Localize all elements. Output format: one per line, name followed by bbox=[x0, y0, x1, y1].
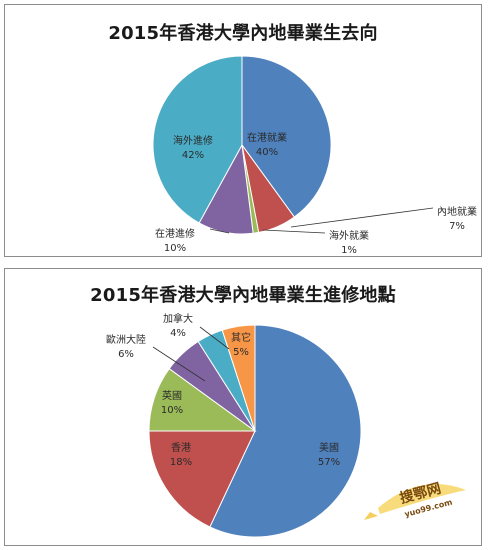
slice-label: 內地就業 bbox=[437, 205, 477, 218]
slice-label: 加拿大 bbox=[163, 312, 193, 325]
slice-value-label: 57% bbox=[318, 457, 340, 468]
slice-value-label: 1% bbox=[341, 245, 357, 256]
pie-slice bbox=[152, 55, 243, 224]
chart-title: 2015年香港大學內地畢業生去向 bbox=[108, 23, 378, 44]
slice-label: 美國 bbox=[319, 441, 339, 454]
slice-value-label: 10% bbox=[161, 405, 183, 416]
pie-slice bbox=[241, 55, 332, 218]
chart-title: 2015年香港大學內地畢業生進修地點 bbox=[90, 285, 396, 306]
slice-label: 海外進修 bbox=[173, 134, 213, 147]
leader-line bbox=[209, 228, 230, 234]
chart-panel-destinations: 2015年香港大學內地畢業生去向 在港就業 40% 內地就業 7% 海外就業 1% 在港進修… bbox=[4, 4, 482, 257]
slice-value-label: 5% bbox=[233, 347, 249, 358]
watermark-logo: 搜鄂网 yuo99.com bbox=[364, 480, 466, 520]
slice-value-label: 42% bbox=[182, 150, 204, 161]
slice-label: 歐洲大陸 bbox=[106, 333, 146, 346]
slice-label: 海外就業 bbox=[329, 229, 369, 242]
pie-slice bbox=[221, 324, 256, 432]
slice-value-label: 10% bbox=[164, 243, 186, 254]
slice-value-label: 40% bbox=[256, 147, 278, 158]
slice-label: 其它 bbox=[231, 331, 251, 344]
leader-line bbox=[290, 207, 434, 228]
chart-panel-study-locations: 2015年香港大學內地畢業生進修地點 美國 57% 香港 18% 英國 10% 歐洲大陸 6%… bbox=[4, 268, 482, 546]
slice-label: 在港進修 bbox=[155, 227, 195, 240]
leader-line bbox=[199, 326, 230, 350]
pie-slice bbox=[148, 430, 256, 528]
leader-line bbox=[262, 229, 326, 234]
leader-line bbox=[152, 346, 206, 382]
slice-label: 香港 bbox=[171, 442, 191, 454]
slice-value-label: 18% bbox=[170, 457, 192, 468]
slice-value-label: 7% bbox=[449, 221, 465, 232]
slice-value-label: 6% bbox=[118, 349, 134, 360]
slice-value-label: 4% bbox=[170, 328, 186, 339]
slice-label: 英國 bbox=[162, 389, 182, 402]
pie-chart-destinations: 在港就業 40% 內地就業 7% 海外就業 1% 在港進修 10% 海外進修 42% bbox=[152, 55, 477, 256]
slice-label: 在港就業 bbox=[247, 131, 287, 144]
pie-slice bbox=[209, 324, 362, 538]
pie-chart-study-locations: 美國 57% 香港 18% 英國 10% 歐洲大陸 6% 加拿大 4% 其它 5% bbox=[106, 312, 362, 538]
